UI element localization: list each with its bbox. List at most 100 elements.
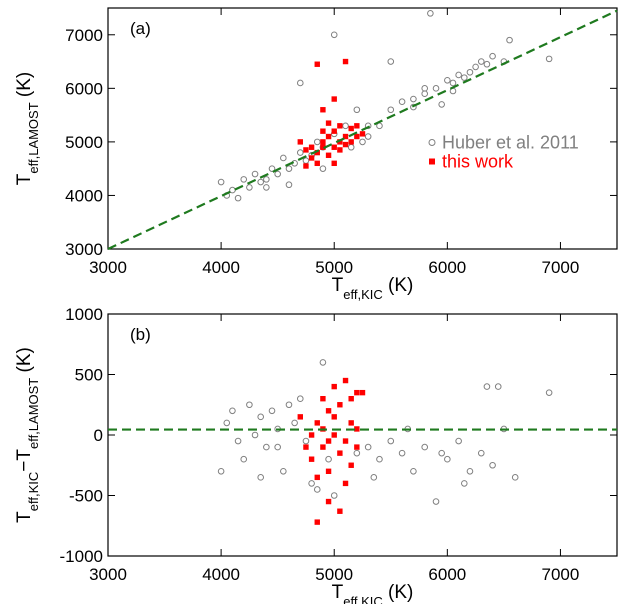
point bbox=[359, 138, 366, 146]
point bbox=[331, 160, 337, 167]
point bbox=[364, 122, 372, 130]
point bbox=[348, 139, 354, 145]
point bbox=[308, 144, 315, 150]
point bbox=[410, 103, 417, 111]
point bbox=[268, 407, 276, 415]
point bbox=[353, 106, 361, 114]
point bbox=[331, 414, 337, 420]
x-tick-label: 4000 bbox=[202, 258, 240, 277]
axis-label: Teff,KIC (K) bbox=[332, 582, 414, 604]
x-tick-label: 4000 bbox=[202, 565, 240, 584]
axis-label-subscript: eff,LAMOST bbox=[26, 102, 41, 173]
point bbox=[466, 468, 474, 475]
y-tick-label: -500 bbox=[69, 487, 103, 506]
point bbox=[331, 128, 337, 134]
point bbox=[472, 63, 479, 71]
point bbox=[314, 160, 320, 167]
point bbox=[274, 170, 281, 178]
point bbox=[325, 498, 332, 505]
axis-label: Teff,KIC (K) bbox=[332, 275, 414, 302]
axis-label-part: T bbox=[332, 582, 344, 603]
point bbox=[477, 58, 485, 65]
point bbox=[314, 519, 320, 525]
point bbox=[353, 449, 361, 457]
point bbox=[494, 383, 502, 390]
point bbox=[325, 152, 332, 158]
x-tick-label: 7000 bbox=[542, 565, 580, 584]
point bbox=[263, 184, 270, 191]
point bbox=[314, 149, 320, 156]
point bbox=[285, 181, 293, 189]
point bbox=[325, 455, 332, 463]
point bbox=[308, 456, 315, 462]
axis-label-part: −T bbox=[14, 449, 35, 472]
point bbox=[342, 480, 349, 487]
point bbox=[410, 95, 417, 103]
y-tick-label: 6000 bbox=[65, 79, 103, 98]
axis-label-part: (K) bbox=[383, 582, 414, 603]
point bbox=[296, 79, 304, 87]
point bbox=[421, 85, 429, 92]
axis-label-part: T bbox=[14, 511, 35, 523]
point bbox=[398, 98, 406, 106]
point bbox=[545, 55, 553, 63]
point bbox=[303, 147, 309, 153]
point bbox=[229, 407, 236, 415]
point bbox=[314, 474, 320, 481]
axis-label-part: (K) bbox=[14, 347, 35, 378]
point bbox=[325, 468, 332, 474]
point bbox=[455, 437, 462, 445]
point bbox=[337, 402, 343, 408]
point bbox=[331, 432, 337, 438]
axis-label-subscript: eff,LAMOST bbox=[26, 378, 41, 449]
point bbox=[320, 396, 326, 402]
point bbox=[274, 443, 281, 451]
y-tick-label: -1000 bbox=[60, 547, 103, 566]
point bbox=[285, 165, 293, 172]
point bbox=[342, 58, 349, 65]
point bbox=[314, 420, 320, 426]
axis-label-part: T bbox=[332, 275, 344, 296]
point bbox=[297, 414, 303, 420]
point bbox=[370, 474, 378, 481]
point bbox=[285, 401, 293, 409]
point bbox=[506, 36, 513, 44]
point bbox=[325, 438, 332, 444]
x-tick-label: 5000 bbox=[315, 258, 353, 277]
point bbox=[337, 508, 343, 514]
point bbox=[251, 431, 259, 439]
point bbox=[427, 10, 434, 17]
point bbox=[296, 149, 304, 156]
point bbox=[438, 101, 445, 108]
axis-label-part: T bbox=[14, 173, 35, 185]
plot-frame bbox=[107, 7, 618, 250]
panel-label: (b) bbox=[130, 325, 151, 344]
point bbox=[376, 455, 383, 463]
x-tick-label: 7000 bbox=[542, 258, 580, 277]
x-tick-label: 6000 bbox=[428, 258, 466, 277]
point bbox=[313, 138, 321, 146]
point bbox=[319, 165, 327, 172]
point bbox=[466, 68, 474, 76]
axis-label-subscript: eff,KIC bbox=[343, 287, 383, 302]
point bbox=[320, 444, 326, 450]
point bbox=[337, 139, 343, 145]
point bbox=[354, 426, 360, 432]
y-tick-label: 7000 bbox=[65, 26, 103, 45]
point bbox=[308, 155, 315, 161]
point bbox=[234, 437, 242, 445]
axis-label-part: (K) bbox=[383, 275, 414, 296]
x-tick-label: 3000 bbox=[89, 565, 127, 584]
point bbox=[483, 383, 491, 390]
point bbox=[489, 461, 496, 469]
point bbox=[240, 455, 248, 463]
point bbox=[359, 131, 366, 137]
point bbox=[387, 106, 395, 114]
point bbox=[489, 52, 496, 60]
point bbox=[348, 396, 354, 402]
point bbox=[257, 178, 265, 186]
point bbox=[313, 486, 321, 493]
y-tick-label: 500 bbox=[75, 366, 103, 385]
point bbox=[342, 133, 349, 140]
